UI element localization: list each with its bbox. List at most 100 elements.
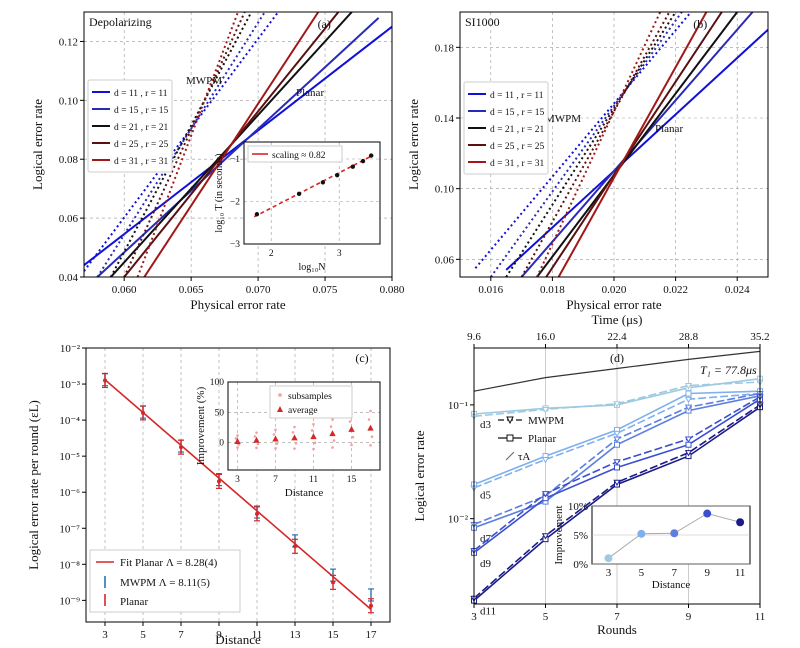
legend-entry: d = 21 , r = 21	[490, 125, 545, 135]
inset-subsample-point	[236, 434, 239, 437]
inset-average-marker	[310, 433, 317, 440]
inset-subsample-point	[332, 439, 336, 442]
inset-y-axis-label: Improvement (%)	[195, 386, 207, 465]
x-axis-label: Rounds	[597, 622, 637, 637]
inset-average-marker	[367, 424, 374, 431]
noise-model-label: Depolarizing	[89, 15, 152, 29]
x-tick-label: 13	[290, 629, 302, 641]
series-group	[84, 12, 392, 277]
series-group	[474, 12, 768, 277]
planar-point	[293, 544, 297, 549]
x-tick-label: 17	[366, 629, 378, 641]
inset-frame	[227, 381, 381, 471]
inset-data-point	[360, 158, 366, 164]
mwpm-marker	[684, 396, 693, 403]
top-x-tick-label: 35.2	[750, 331, 769, 343]
inset-subsample-point	[255, 446, 258, 450]
inset-legend-box	[269, 385, 353, 419]
y-tick-label: 0.18	[435, 42, 455, 54]
inset-subsample-point	[291, 431, 295, 434]
x-tick-label: 0.070	[246, 284, 271, 296]
inset-frame	[243, 141, 381, 245]
x-tick-label: 0.018	[540, 284, 565, 296]
mwpm-annotation: MWPM	[545, 113, 581, 125]
distance-label: d11	[480, 606, 496, 618]
planar-marker	[685, 441, 692, 448]
legend-entry: d = 21 , r = 21	[114, 123, 169, 133]
x-tick-label: 0.065	[179, 284, 204, 296]
legend-entry: d = 15 , r = 15	[490, 108, 545, 118]
y-axis-label: Logical error rate	[412, 430, 427, 521]
inset-subsample-point	[272, 433, 276, 436]
inset-y-tick-label: 100	[210, 378, 225, 388]
inset-data-point	[334, 172, 340, 178]
mwpm-marker	[684, 383, 693, 390]
panel-label: (c)	[355, 351, 368, 365]
y-tick-label: 0.08	[59, 154, 79, 166]
inset-x-tick-label: 9	[704, 567, 710, 579]
legend-box	[463, 81, 549, 175]
legend-entry: d = 25 , r = 25	[114, 140, 169, 150]
y-tick-label: 10⁻²	[60, 343, 81, 355]
y-axis-label: Logical error rate	[30, 99, 45, 190]
legend-entry: d = 31 , r = 31	[490, 159, 545, 169]
inset-x-tick-label: 11	[309, 475, 318, 485]
y-tick-label: 0.06	[59, 213, 79, 225]
top-x-tick-label: 9.6	[467, 331, 481, 343]
planar-line	[505, 28, 768, 271]
inset-x-tick-label: 5	[639, 567, 645, 579]
inset-point	[670, 529, 679, 538]
y-tick-label: 0.10	[59, 95, 79, 107]
planar-line	[143, 12, 320, 277]
inset-data-point	[254, 212, 260, 217]
inset-subsample-point	[367, 418, 371, 421]
top-x-axis-label: Time (μs)	[592, 312, 643, 327]
mwpm-line	[84, 12, 280, 272]
inset-x-axis-label: log₁₀N	[299, 262, 326, 273]
inset-legend-entry: subsamples	[288, 392, 332, 402]
inset-average-marker	[329, 430, 336, 437]
planar-annotation: Planar	[655, 123, 683, 135]
y-tick-label: 10⁻²	[448, 514, 469, 526]
mwpm-marker	[613, 436, 621, 443]
inset-x-tick-label: 7	[672, 567, 678, 579]
mwpm-marker	[684, 436, 693, 443]
inset-point	[604, 554, 613, 563]
mwpm-line	[520, 12, 671, 277]
mwpm-line	[536, 12, 662, 277]
planar-point	[217, 479, 221, 484]
inset-x-tick-label: 7	[273, 475, 278, 485]
inset-y-tick-label: −1	[230, 155, 240, 165]
plot-frame	[85, 347, 391, 623]
mwpm-series-line	[473, 404, 761, 599]
inset-subsample-point	[274, 428, 277, 432]
inset-subsample-point	[350, 443, 353, 447]
inset-subsample-point	[274, 446, 277, 450]
distance-label: d9	[480, 558, 492, 570]
inset-subsample-point	[236, 446, 239, 449]
inset-point	[703, 509, 712, 518]
legend-entry: d = 31 , r = 31	[114, 157, 169, 167]
planar-point	[141, 410, 145, 415]
mwpm-marker	[541, 406, 550, 414]
inset-y-tick-label: −2	[230, 198, 240, 208]
planar-line	[545, 12, 723, 277]
plot-frame	[83, 11, 393, 278]
panel-label: (a)	[318, 17, 331, 31]
inset-legend-entry: average	[288, 406, 318, 416]
x-axis-label: Physical error rate	[190, 297, 286, 312]
mwpm-line	[474, 12, 692, 269]
top-x-tick-label: 16.0	[536, 331, 556, 343]
inset-y-axis-label: log₁₀ T (in seconds)	[214, 153, 225, 232]
inset-point	[637, 529, 646, 538]
inset-legend-swatch	[278, 393, 282, 397]
mwpm-series-line	[473, 392, 761, 489]
inset-y-tick-label: −3	[230, 240, 240, 250]
inset-legend-box	[247, 145, 343, 163]
planar-line	[96, 17, 380, 277]
inset-data-point	[320, 180, 326, 185]
y-tick-label: 10⁻⁹	[59, 595, 80, 607]
x-tick-label: 15	[328, 629, 340, 641]
y-tick-label: 10⁻¹	[448, 400, 468, 412]
